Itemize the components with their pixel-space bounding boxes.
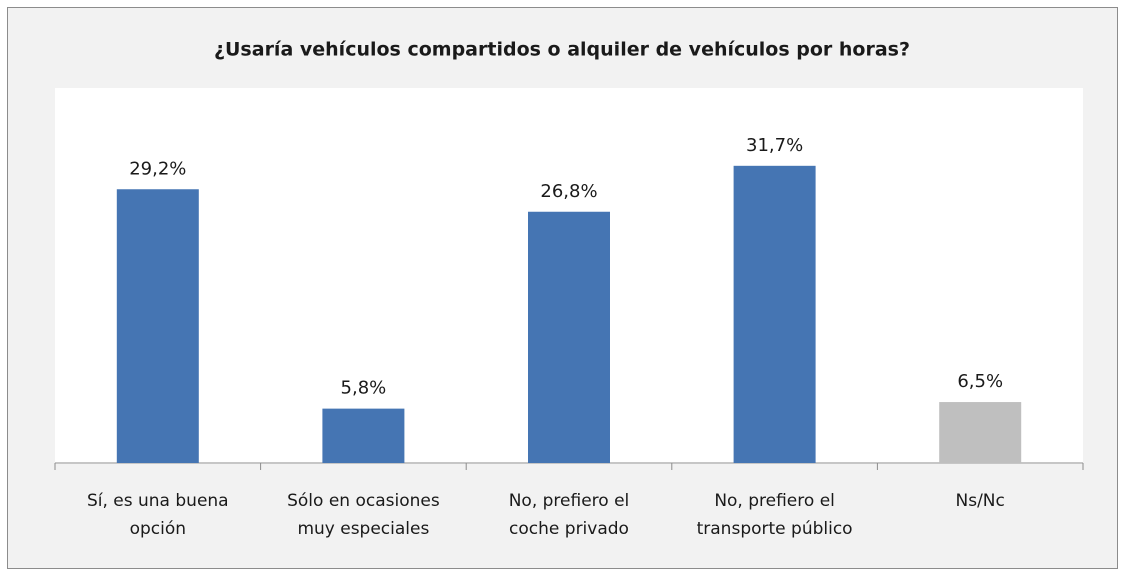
x-tick-label: muy especiales xyxy=(297,519,429,539)
bar xyxy=(116,189,199,463)
x-tick-label: coche privado xyxy=(509,519,629,539)
x-tick-label: Sólo en ocasiones xyxy=(287,491,440,511)
data-label: 31,7% xyxy=(746,135,803,156)
bar xyxy=(528,211,610,463)
data-label: 5,8% xyxy=(341,378,387,399)
bar xyxy=(322,408,405,463)
bar xyxy=(939,402,1022,463)
bar xyxy=(733,165,816,463)
data-label: 6,5% xyxy=(957,371,1003,392)
x-tick-label: opción xyxy=(130,519,186,539)
x-tick-label: Sí, es una buena xyxy=(87,491,229,511)
x-tick-label: Ns/Nc xyxy=(956,491,1005,511)
chart-title: ¿Usaría vehículos compartidos o alquiler… xyxy=(214,39,910,61)
x-tick-label: No, prefiero el xyxy=(714,491,835,511)
x-tick-label: transporte público xyxy=(697,519,853,539)
x-tick-label: No, prefiero el xyxy=(509,491,630,511)
data-label: 26,8% xyxy=(540,181,597,202)
data-label: 29,2% xyxy=(129,158,186,179)
